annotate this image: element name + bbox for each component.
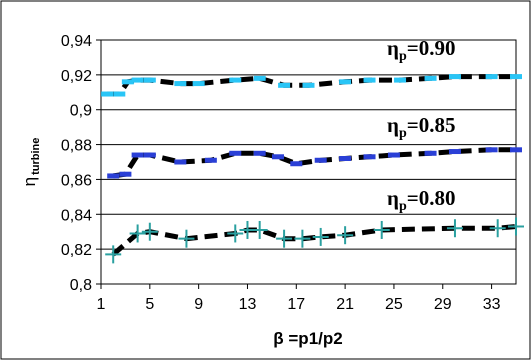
plot-area: [100, 39, 517, 285]
series-2-point-3: [178, 229, 195, 248]
y-axis-label-main: η: [20, 177, 39, 186]
y-tick-label-0: 0,8: [70, 277, 92, 294]
series-0-line: [107, 74, 516, 97]
series-2-point-7: [276, 229, 293, 248]
x-tick-label-3: 13: [239, 296, 257, 313]
x-tick-label-2: 9: [194, 296, 203, 313]
x-tick-label-4: 17: [287, 296, 305, 313]
x-tick-label-1: 5: [145, 296, 154, 313]
series-2-point-4: [227, 224, 244, 243]
series-2-point-6: [251, 220, 268, 239]
x-tick-label-6: 25: [385, 296, 403, 313]
annotation-1: ηp=0.85: [387, 113, 455, 141]
y-axis-ticks: 0,8 0,82 0,84 0,86 0,88 0,9 0,92 0,94: [61, 33, 101, 294]
y-tick-label-3: 0,86: [61, 172, 92, 189]
series-2-point-9: [312, 227, 329, 246]
series-2-point-11: [373, 220, 390, 239]
y-tick-label-2: 0,84: [61, 207, 92, 224]
x-tick-label-5: 21: [336, 296, 354, 313]
y-tick-label-5: 0,9: [70, 103, 92, 120]
series-2-point-2: [141, 222, 158, 241]
y-axis-label-subscript: turbine: [30, 138, 42, 175]
y-axis-label: η turbine: [20, 138, 42, 187]
series-2-point-0: [105, 245, 122, 264]
svg-text:ηturbine: η turbine: [20, 138, 42, 187]
annotation-2: ηp=0.80: [387, 186, 455, 214]
series-0: [101, 74, 522, 97]
series-2-point-13: [489, 219, 506, 238]
x-axis-ticks: 1 5 9 13 17 21 25 29 33: [97, 284, 501, 313]
series-2: [105, 217, 524, 264]
annotation-0: ηp=0.90: [387, 36, 455, 64]
series-1: [107, 147, 522, 179]
y-tick-label-1: 0,82: [61, 242, 92, 259]
series-2-point-10: [337, 226, 354, 245]
y-tick-label-4: 0,88: [61, 138, 92, 155]
series-2-point-14: [508, 217, 524, 236]
series-layer: [101, 74, 524, 264]
x-tick-label-8: 33: [483, 296, 501, 313]
x-axis-label: β =p1/p2: [273, 329, 342, 348]
series-2-point-8: [294, 229, 311, 248]
y-tick-label-6: 0,92: [61, 68, 92, 85]
annotations: ηp=0.90 ηp=0.85 ηp=0.80: [387, 36, 455, 214]
y-tick-label-7: 0,94: [61, 33, 92, 50]
series-2-point-12: [446, 219, 463, 238]
x-tick-label-7: 29: [434, 296, 452, 313]
series-2-point-1: [129, 224, 146, 243]
x-tick-label-0: 1: [97, 296, 106, 313]
